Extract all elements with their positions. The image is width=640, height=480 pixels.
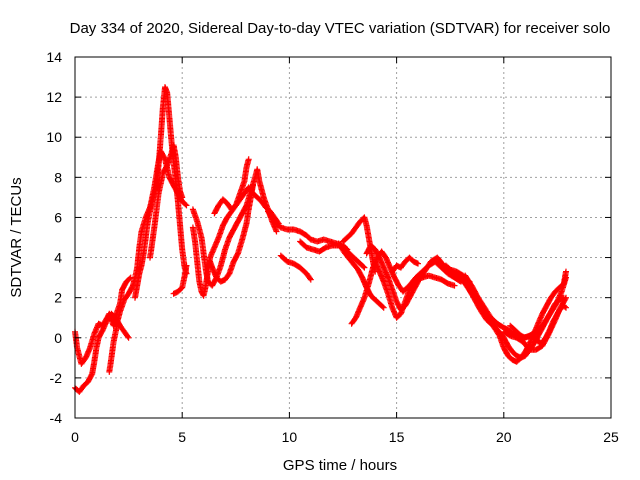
x-axis-label: GPS time / hours: [283, 457, 397, 474]
y-tick-label: 0: [54, 330, 62, 346]
data-point: [563, 294, 569, 301]
data-point: [273, 228, 280, 235]
data-point: [250, 182, 256, 189]
data-point: [183, 202, 190, 209]
x-tick-label: 10: [282, 429, 298, 445]
data-point: [124, 333, 131, 340]
x-tick-label: 0: [71, 429, 79, 445]
data-point: [415, 260, 421, 267]
data-point: [307, 276, 314, 283]
chart-title: Day 334 of 2020, Sidereal Day-to-day VTE…: [70, 20, 611, 37]
data-point: [125, 334, 132, 341]
data-point: [183, 262, 190, 269]
data-point: [558, 289, 565, 296]
y-tick-label: 4: [54, 250, 62, 266]
data-points: [72, 84, 569, 395]
y-tick-label: 14: [46, 49, 62, 65]
y-tick-label: 6: [54, 209, 62, 225]
plot-frame: [74, 56, 612, 419]
x-tick-label: 5: [178, 429, 186, 445]
data-point: [361, 264, 368, 271]
data-point: [380, 304, 387, 311]
data-point: [307, 275, 313, 282]
data-point: [561, 303, 568, 310]
data-point: [245, 156, 252, 163]
y-axis-label: SDTVAR / TECUs: [8, 177, 25, 297]
x-tick-label: 15: [389, 429, 405, 445]
data-point: [379, 303, 386, 310]
data-point: [182, 201, 189, 208]
y-tick-label: -4: [50, 410, 63, 426]
data-point: [563, 274, 569, 281]
y-tick-label: 8: [54, 169, 62, 185]
x-tick-label: 20: [496, 429, 512, 445]
y-tick-label: 10: [46, 129, 62, 145]
data-point: [563, 304, 569, 311]
y-tick-label: 2: [54, 290, 62, 306]
data-point: [451, 282, 458, 289]
data-point: [179, 194, 186, 201]
y-tick-label: -2: [50, 370, 63, 386]
x-tick-label: 25: [603, 429, 619, 445]
axis-ticks: 0 5 10 15 20 25 -4 -2 0 2 4 6 8 10 12 14: [46, 49, 619, 445]
data-point: [360, 263, 367, 270]
y-tick-label: 12: [46, 89, 62, 105]
data-point: [563, 268, 569, 275]
